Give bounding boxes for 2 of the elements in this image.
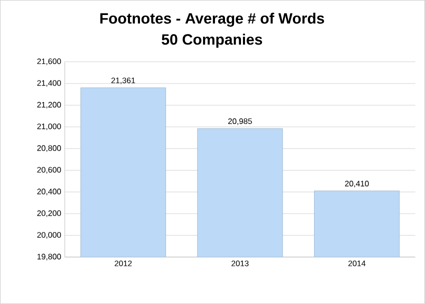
chart-subtitle: 50 Companies (162, 34, 262, 48)
chart-title: Footnotes - Average # of Words (100, 12, 324, 27)
